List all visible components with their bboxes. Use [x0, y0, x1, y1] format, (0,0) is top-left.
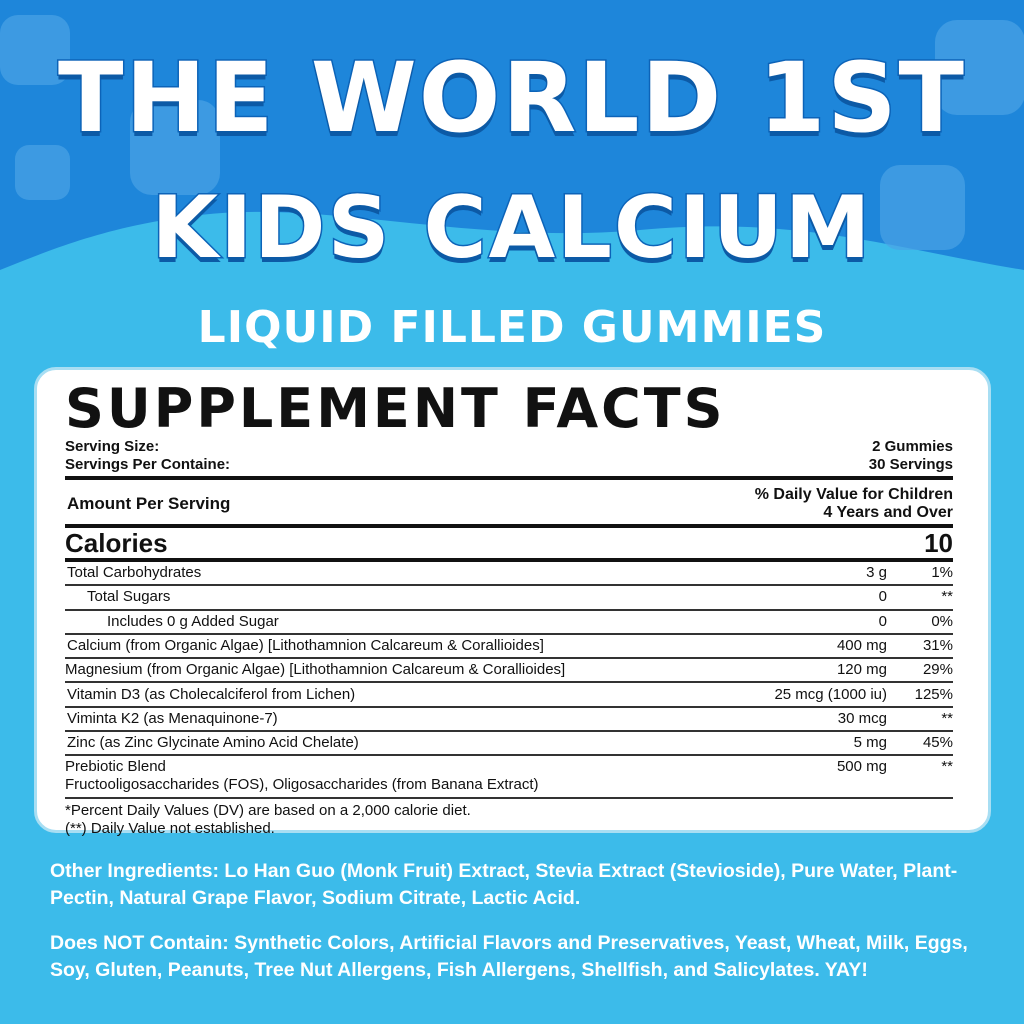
nutrient-name: Vitamin D3 (as Cholecalciferol from Lich…: [67, 685, 356, 703]
nutrient-dv: **: [941, 758, 953, 776]
serving-info: Serving Size: Servings Per Containe: 2 Gu…: [65, 438, 953, 480]
nutrient-amount: 120 mg: [836, 661, 887, 679]
nutrient-amount: 25 mcg (1000 iu): [774, 685, 887, 703]
footnote-not-established: (**) Daily Value not established.: [65, 820, 275, 838]
amount-header: Amount Per Serving % Daily Value for Chi…: [65, 480, 953, 528]
nutrient-name: Prebiotic Blend: [65, 758, 166, 776]
nutrient-detail: Fructooligosaccharides (FOS), Oligosacch…: [65, 776, 539, 794]
serving-size-label: Serving Size:: [65, 438, 160, 455]
nutrient-row: Calcium (from Organic Algae) [Lithothamn…: [65, 635, 953, 660]
nutrient-row-prebiotic: Prebiotic Blend Fructooligosaccharides (F…: [65, 756, 953, 800]
nutrient-dv: 31%: [922, 637, 953, 655]
nutrient-row: Includes 0 g Added Sugar 0 0%: [65, 611, 953, 635]
nutrient-dv: 45%: [922, 734, 953, 752]
nutrient-dv: 1%: [931, 564, 953, 582]
calories-label: Calories: [65, 528, 168, 558]
servings-value: 30 Servings: [868, 456, 953, 473]
nutrient-row: Vitamin D3 (as Cholecalciferol from Lich…: [65, 683, 953, 708]
nutrient-row: Zinc (as Zinc Glycinate Amino Acid Chela…: [65, 732, 953, 757]
nutrient-name: Total Sugars: [87, 588, 171, 606]
nutrient-amount: 500 mg: [836, 758, 887, 776]
facts-title: SUPPLEMENT FACTS: [65, 377, 726, 440]
nutrient-dv: **: [941, 709, 953, 727]
supplement-facts-panel: SUPPLEMENT FACTS Serving Size: Servings P…: [34, 367, 991, 837]
nutrient-amount: 3 g: [866, 564, 887, 582]
nutrient-dv: 29%: [922, 661, 953, 679]
nutrient-name: Magnesium (from Organic Algae) [Lithotha…: [65, 661, 566, 679]
headline-subtitle: LIQUID FILLED GUMMIES: [197, 302, 827, 353]
dv-label-2: 4 Years and Over: [823, 504, 953, 521]
nutrient-name: Includes 0 g Added Sugar: [107, 612, 279, 630]
servings-label: Servings Per Containe:: [65, 456, 231, 473]
nutrient-amount: 5 mg: [853, 734, 887, 752]
nutrient-amount: 30 mcg: [837, 709, 887, 727]
other-ingredients: Other Ingredients: Lo Han Guo (Monk Frui…: [50, 860, 958, 909]
nutrient-amount: 0: [878, 612, 887, 630]
nutrient-row: Magnesium (from Organic Algae) [Lithotha…: [65, 659, 953, 684]
does-not-contain: Does NOT Contain: Synthetic Colors, Arti…: [50, 932, 968, 981]
nutrient-dv: **: [941, 588, 953, 606]
calories-row: Calories 10: [65, 528, 953, 562]
wave-background: [0, 0, 1024, 270]
nutrient-dv: 0%: [931, 612, 953, 630]
nutrient-dv: 125%: [914, 685, 953, 703]
serving-size-value: 2 Gummies: [872, 438, 953, 455]
dv-label-1: % Daily Value for Children: [754, 486, 953, 503]
nutrient-amount: 0: [878, 588, 887, 606]
headline-line-1: THE WORLD 1ST: [57, 41, 966, 156]
headline-line-2: KIDS CALCIUM: [150, 177, 873, 280]
nutrient-row: Total Carbohydrates 3 g 1%: [65, 562, 953, 587]
footnote-dv: *Percent Daily Values (DV) are based on …: [65, 802, 471, 820]
nutrient-row: Viminta K2 (as Menaquinone-7) 30 mcg **: [65, 708, 953, 733]
nutrient-name: Total Carbohydrates: [67, 564, 202, 582]
calories-value: 10: [924, 528, 953, 558]
footnotes: *Percent Daily Values (DV) are based on …: [65, 799, 953, 838]
nutrient-name: Viminta K2 (as Menaquinone-7): [67, 709, 278, 727]
nutrient-name: Calcium (from Organic Algae) [Lithothamn…: [67, 637, 544, 655]
amount-label: Amount Per Serving: [67, 494, 231, 513]
nutrient-row: Total Sugars 0 **: [65, 586, 953, 611]
nutrient-amount: 400 mg: [836, 637, 887, 655]
gummy-decorations: [0, 15, 1024, 250]
nutrient-name: Zinc (as Zinc Glycinate Amino Acid Chela…: [67, 734, 359, 752]
